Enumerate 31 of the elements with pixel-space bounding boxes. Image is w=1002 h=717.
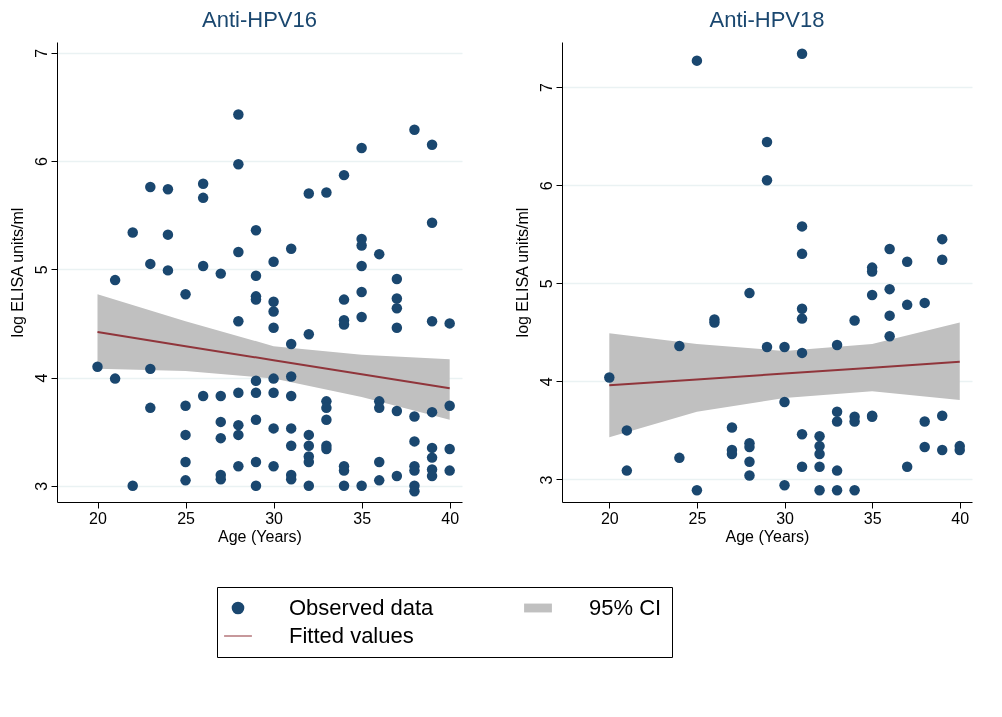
line-series [608, 360, 961, 387]
x-tick-label: 25 [177, 509, 196, 527]
x-tick-label: 35 [863, 509, 882, 527]
chart-title: Anti-HPV16 [202, 7, 317, 32]
x-tick-label: 30 [776, 509, 795, 527]
y-tick-label: 6 [32, 157, 50, 167]
x-tick-label: 40 [951, 509, 970, 527]
y-tick-label: 3 [32, 481, 50, 491]
line-series [96, 331, 451, 390]
legend-label: Fitted values [289, 623, 414, 648]
y-tick-label: 5 [537, 279, 555, 289]
text: 95% CI [589, 595, 662, 620]
y-tick-label: 5 [32, 265, 50, 275]
legend-label: Observed data [289, 595, 435, 620]
y-axis-title: log ELISA units/ml [513, 207, 531, 338]
y-tick-label: 4 [32, 373, 50, 383]
x-tick-label: 25 [688, 509, 707, 527]
y-tick-label: 4 [537, 377, 555, 387]
chart-title: Anti-HPV18 [709, 7, 825, 32]
x-tick-label: 40 [441, 509, 460, 527]
y-tick-label: 7 [537, 83, 555, 93]
y-tick-label: 6 [537, 181, 555, 191]
x-axis-title: Age (Years) [725, 527, 810, 545]
y-tick-label: 7 [32, 48, 50, 58]
y-tick-label: 3 [537, 475, 555, 485]
x-tick-label: 30 [265, 509, 284, 527]
y-axis-title: log ELISA units/ml [8, 207, 26, 338]
x-tick-label: 20 [600, 509, 619, 527]
x-tick-label: 35 [353, 509, 372, 527]
x-tick-label: 20 [89, 509, 107, 527]
x-axis-title: Age (Years) [218, 527, 302, 545]
